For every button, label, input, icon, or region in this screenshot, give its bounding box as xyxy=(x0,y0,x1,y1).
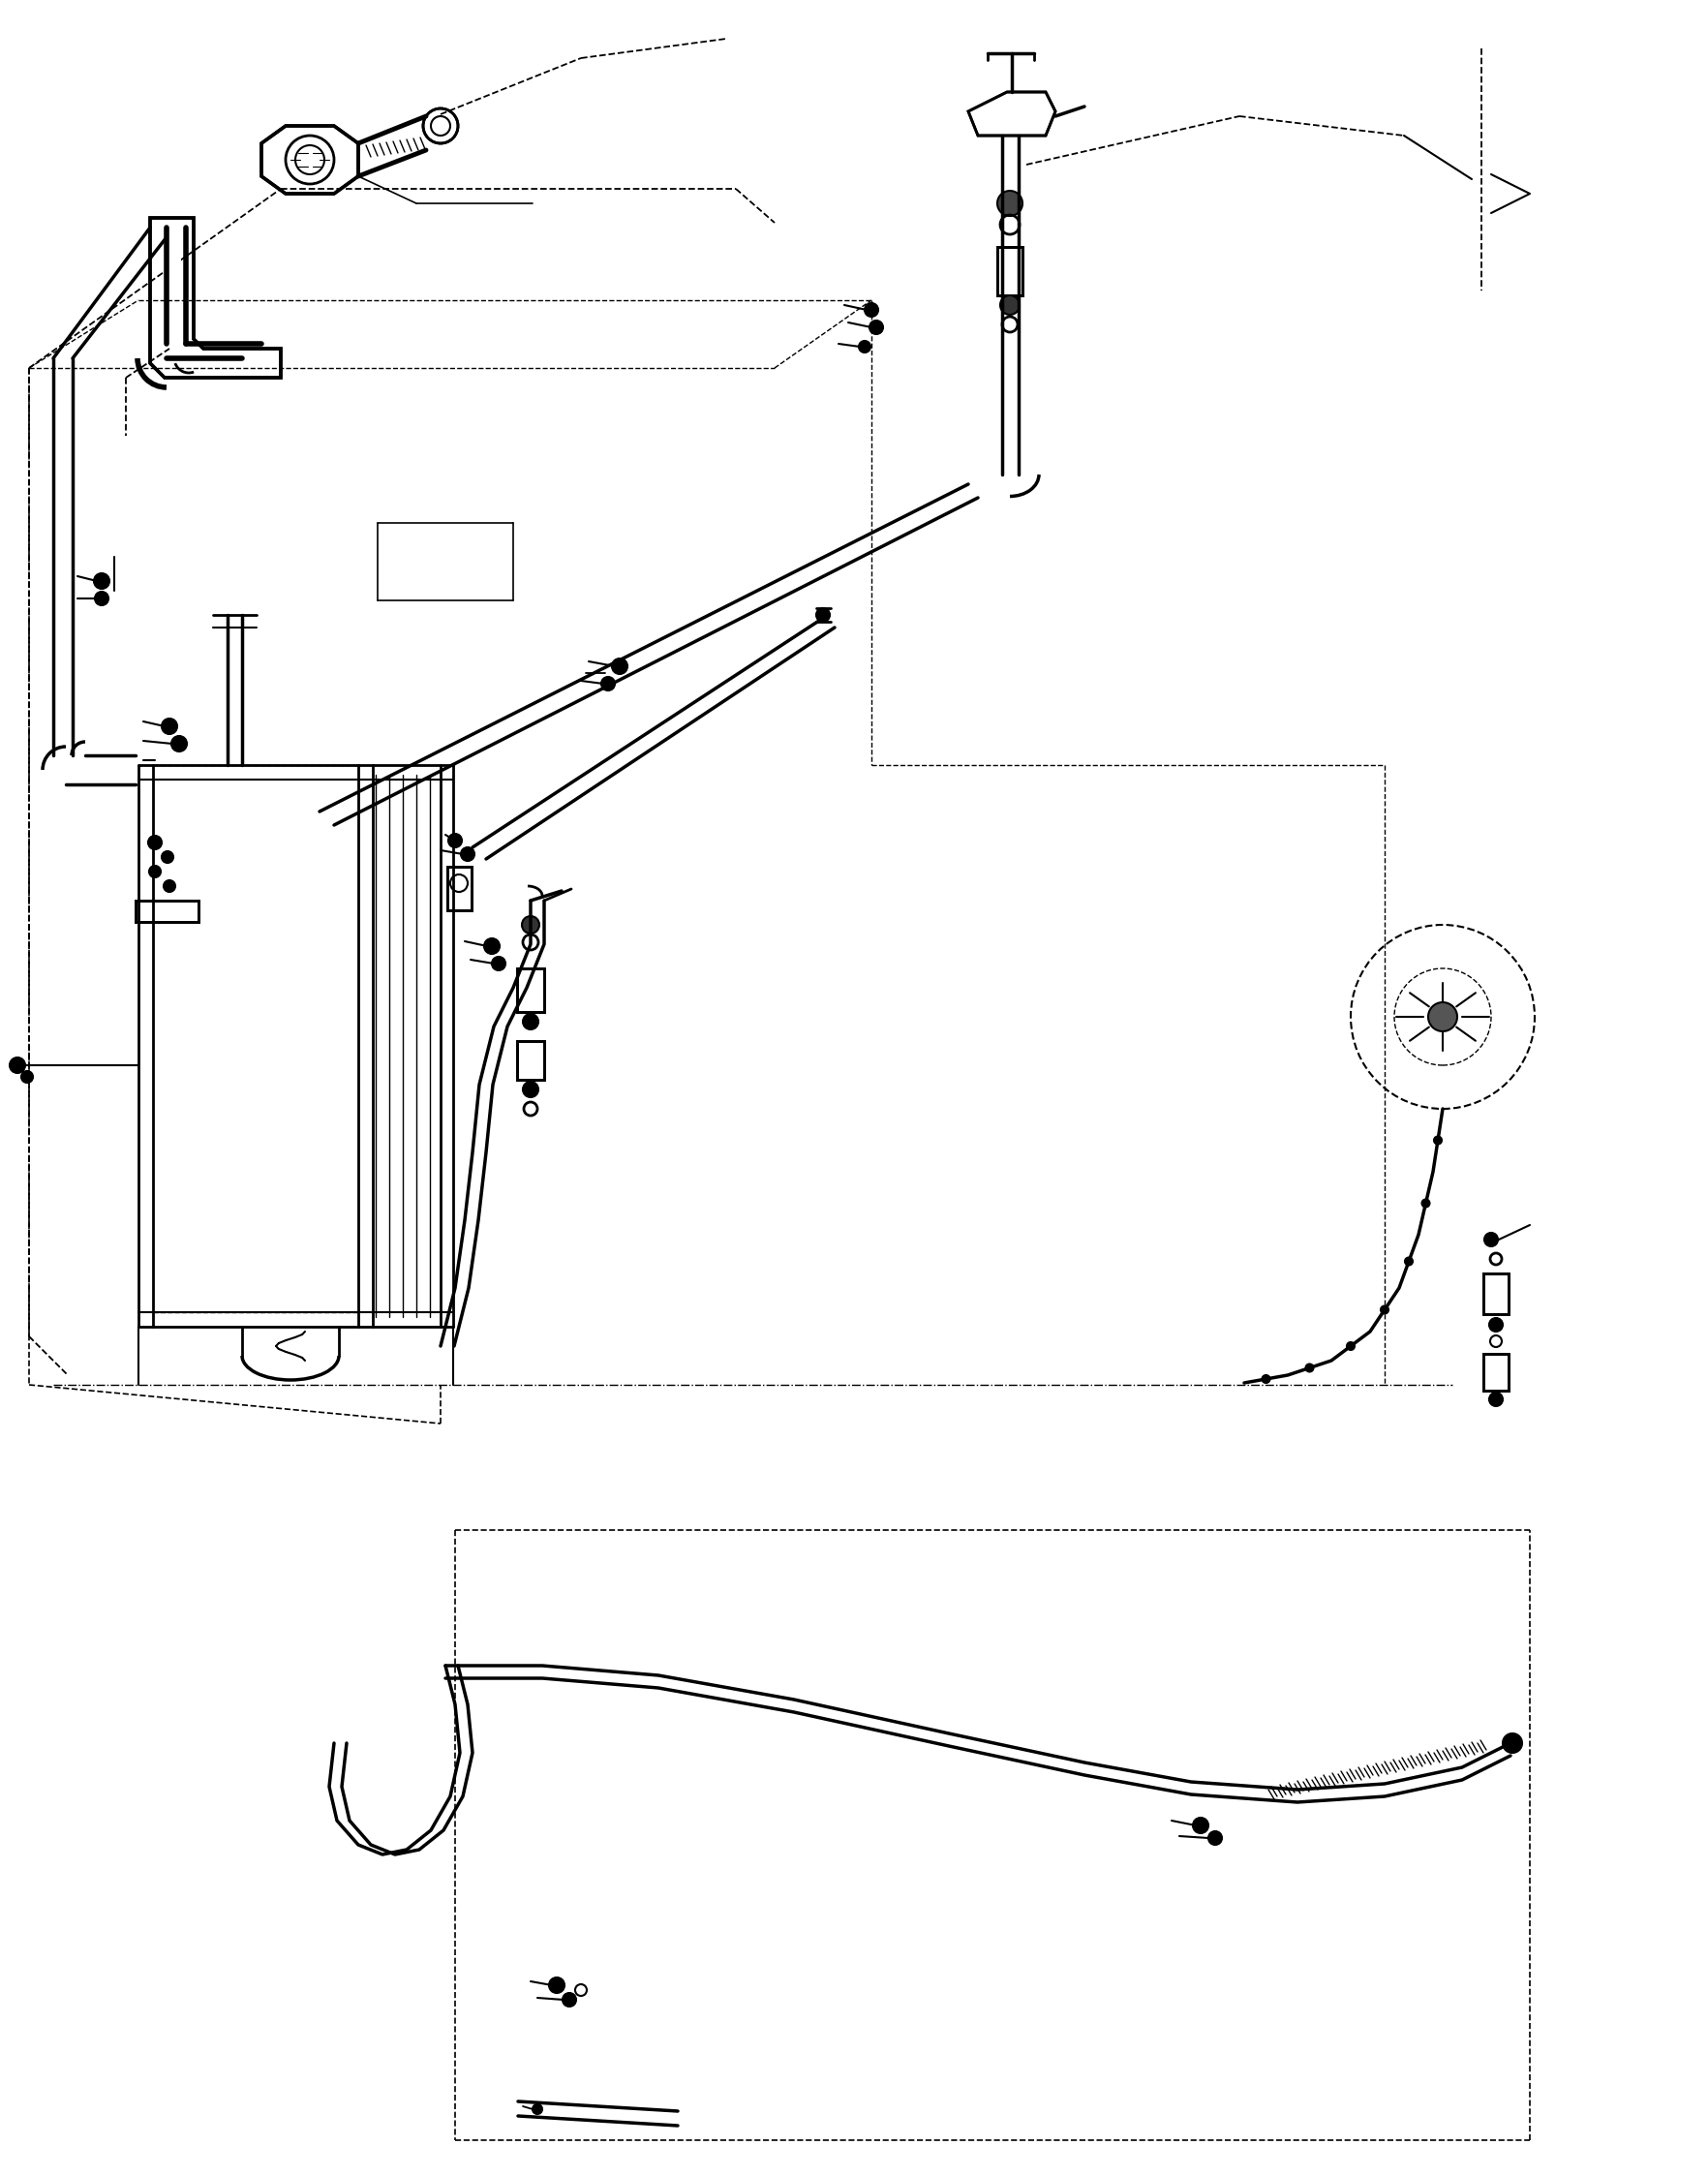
Circle shape xyxy=(1348,1343,1354,1349)
Circle shape xyxy=(864,302,878,318)
Bar xyxy=(1483,1353,1508,1390)
Circle shape xyxy=(523,1014,538,1029)
Bar xyxy=(518,1040,545,1079)
Circle shape xyxy=(816,607,830,622)
Polygon shape xyxy=(261,126,359,194)
Circle shape xyxy=(1305,1364,1313,1371)
Circle shape xyxy=(171,735,186,751)
Bar xyxy=(518,968,545,1012)
Circle shape xyxy=(162,718,178,733)
Circle shape xyxy=(10,1058,26,1073)
Bar xyxy=(135,901,198,923)
Circle shape xyxy=(1484,1234,1498,1247)
Circle shape xyxy=(96,592,108,605)
Circle shape xyxy=(162,851,173,864)
Bar xyxy=(518,968,545,1012)
Bar xyxy=(518,1040,545,1079)
Polygon shape xyxy=(150,218,280,379)
Circle shape xyxy=(1001,296,1020,316)
Circle shape xyxy=(997,191,1023,215)
Bar xyxy=(997,246,1023,296)
Circle shape xyxy=(164,881,176,892)
Circle shape xyxy=(869,320,883,335)
Bar xyxy=(447,866,471,910)
Bar xyxy=(1483,1353,1508,1390)
Circle shape xyxy=(1489,1393,1503,1406)
Circle shape xyxy=(461,846,475,862)
Circle shape xyxy=(1421,1199,1430,1208)
Circle shape xyxy=(611,659,627,675)
Circle shape xyxy=(1428,1003,1457,1031)
Circle shape xyxy=(1208,1832,1221,1845)
Circle shape xyxy=(424,109,458,144)
Circle shape xyxy=(548,1978,564,1993)
Bar xyxy=(447,866,471,910)
Circle shape xyxy=(447,833,461,846)
Circle shape xyxy=(1192,1817,1208,1832)
Circle shape xyxy=(1435,1136,1442,1145)
Circle shape xyxy=(1380,1306,1389,1314)
Circle shape xyxy=(483,938,500,953)
Bar xyxy=(135,901,198,923)
Circle shape xyxy=(20,1071,32,1084)
Circle shape xyxy=(523,916,540,934)
Bar xyxy=(997,246,1023,296)
Circle shape xyxy=(149,836,162,849)
Circle shape xyxy=(1503,1734,1522,1754)
Circle shape xyxy=(1489,1319,1503,1332)
Circle shape xyxy=(149,866,161,877)
Circle shape xyxy=(94,572,109,590)
Circle shape xyxy=(1406,1258,1413,1264)
Circle shape xyxy=(1262,1375,1269,1384)
Circle shape xyxy=(859,342,871,353)
Bar xyxy=(1483,1273,1508,1314)
Circle shape xyxy=(492,957,506,970)
Circle shape xyxy=(533,2104,541,2115)
Circle shape xyxy=(523,1081,538,1097)
Bar xyxy=(1483,1273,1508,1314)
Polygon shape xyxy=(968,91,1056,135)
Circle shape xyxy=(601,677,615,690)
Circle shape xyxy=(562,1993,576,2006)
